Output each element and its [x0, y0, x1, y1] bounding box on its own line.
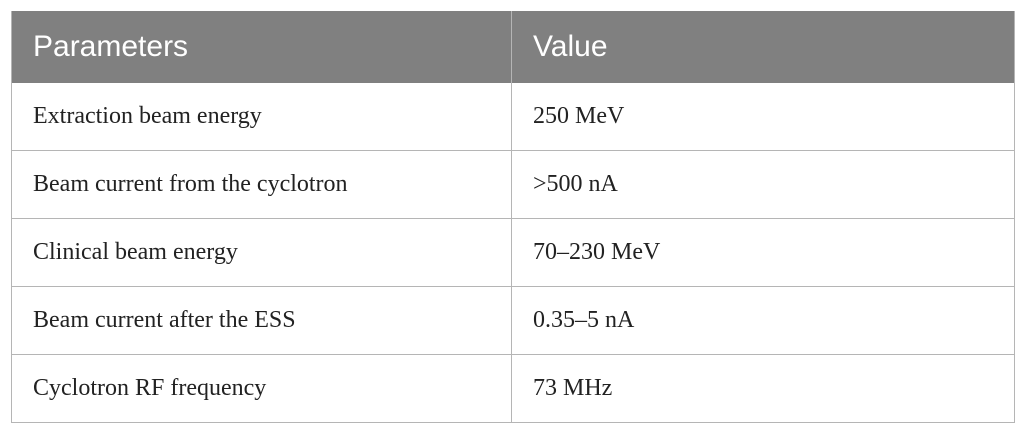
- table-body: Extraction beam energy 250 MeV Beam curren…: [11, 83, 1015, 423]
- table-row: Cyclotron RF frequency 73 MHz: [11, 354, 1015, 423]
- parameters-table: Parameters Value Extraction beam energy 2…: [11, 11, 1015, 423]
- value-cell: 73 MHz: [511, 354, 1015, 423]
- value-cell: >500 nA: [511, 150, 1015, 219]
- header-row: Parameters Value: [11, 11, 1015, 83]
- parameter-cell: Extraction beam energy: [11, 83, 512, 151]
- header-cell: Parameters: [11, 11, 512, 83]
- value-cell: 0.35–5 nA: [511, 286, 1015, 355]
- table-row: Beam current from the cyclotron >500 nA: [11, 150, 1015, 219]
- parameter-cell: Beam current after the ESS: [11, 286, 512, 355]
- value-cell: 70–230 MeV: [511, 218, 1015, 287]
- value-cell: 250 MeV: [511, 83, 1015, 151]
- parameter-cell: Beam current from the cyclotron: [11, 150, 512, 219]
- table-row: Clinical beam energy 70–230 MeV: [11, 218, 1015, 287]
- table-row: Extraction beam energy 250 MeV: [11, 83, 1015, 151]
- header-cell: Value: [511, 11, 1015, 83]
- table-row: Beam current after the ESS 0.35–5 nA: [11, 286, 1015, 355]
- parameter-cell: Clinical beam energy: [11, 218, 512, 287]
- parameter-cell: Cyclotron RF frequency: [11, 354, 512, 423]
